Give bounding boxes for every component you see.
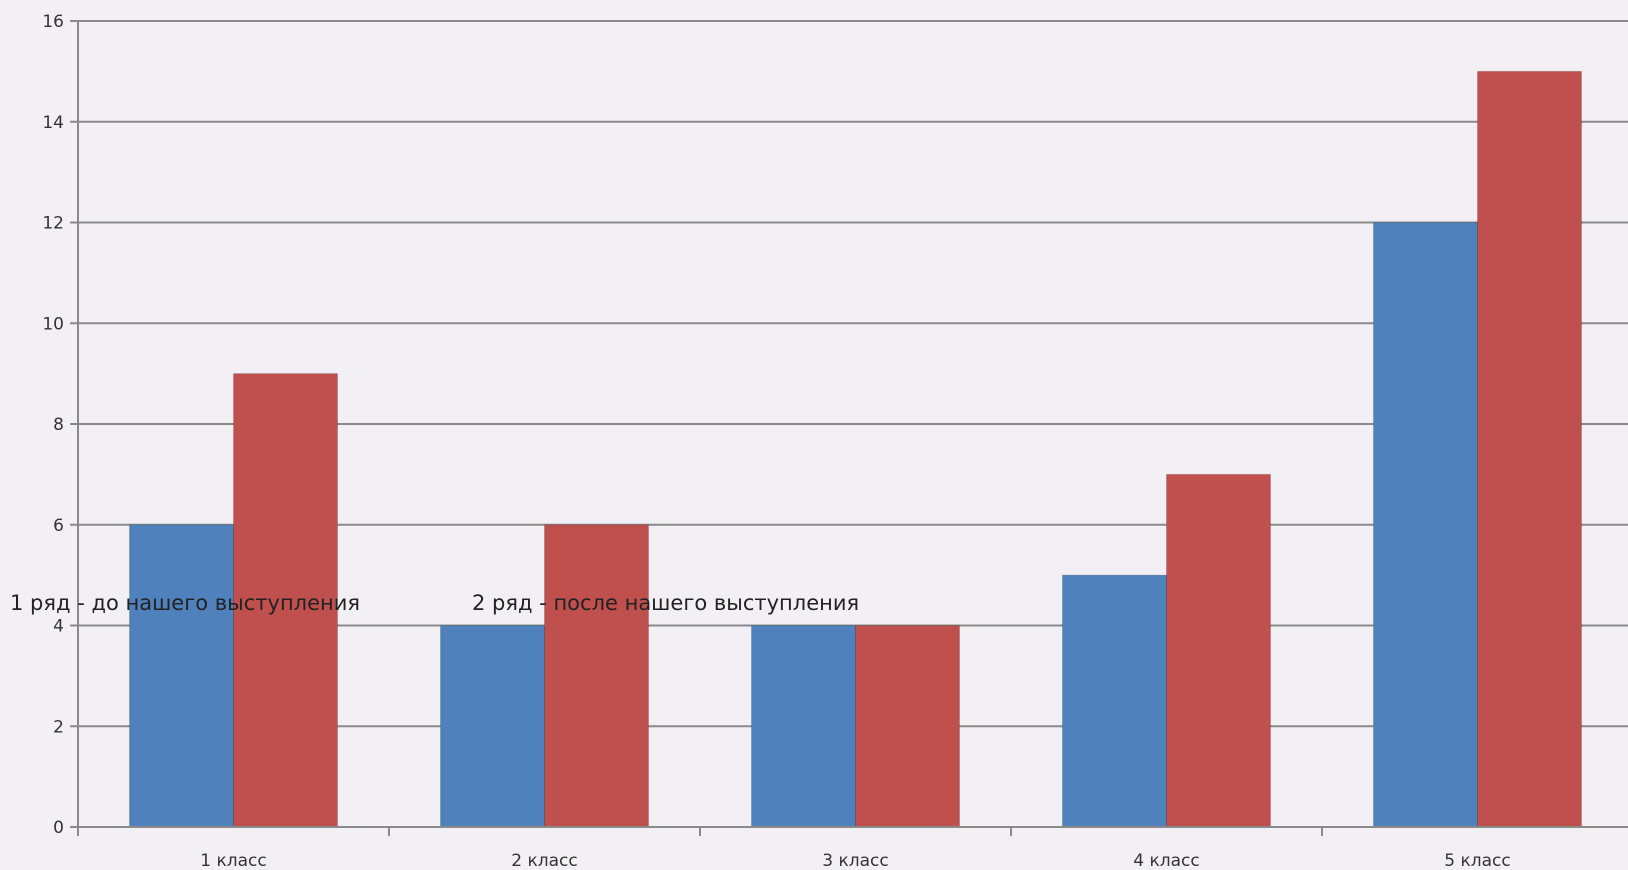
bar-series-1-cat-5 (1373, 222, 1478, 828)
category-labels: 1 класс 2 класс 3 класс 4 класс 5 класс (200, 851, 1510, 870)
bar-series-1-cat-4 (1062, 574, 1167, 828)
bar-series-1-cat-2 (440, 625, 545, 828)
bar-series-2-cat-3 (855, 625, 960, 828)
y-tick-label: 10 (42, 314, 64, 334)
y-tick-label: 16 (42, 12, 64, 32)
y-tick-labels: 0 2 4 6 8 10 12 14 16 (42, 12, 78, 838)
category-label: 1 класс (200, 851, 266, 870)
legend-series-1: 1 ряд - до нашего выступления (10, 591, 360, 615)
y-tick-label: 4 (53, 617, 64, 637)
legend-series-2: 2 ряд - после нашего выступления (472, 591, 859, 615)
category-label: 5 класс (1444, 851, 1510, 870)
bar-series-1-cat-3 (751, 625, 856, 828)
y-tick-label: 0 (53, 818, 64, 838)
legend: 1 ряд - до нашего выступления 2 ряд - по… (10, 591, 859, 615)
category-label: 4 класс (1133, 851, 1199, 870)
bars (129, 70, 1582, 828)
bar-series-2-cat-4 (1166, 473, 1271, 828)
y-tick-label: 14 (42, 113, 64, 133)
bar-series-1-cat-1 (129, 524, 234, 828)
category-label: 3 класс (822, 851, 888, 870)
bar-series-2-cat-5 (1477, 70, 1582, 828)
bar-series-2-cat-1 (233, 373, 338, 828)
y-tick-label: 6 (53, 516, 64, 536)
category-label: 2 класс (511, 851, 577, 870)
bar-series-2-cat-2 (544, 524, 649, 828)
y-tick-label: 2 (53, 717, 64, 737)
y-tick-label: 12 (42, 214, 64, 234)
y-tick-label: 8 (53, 415, 64, 435)
